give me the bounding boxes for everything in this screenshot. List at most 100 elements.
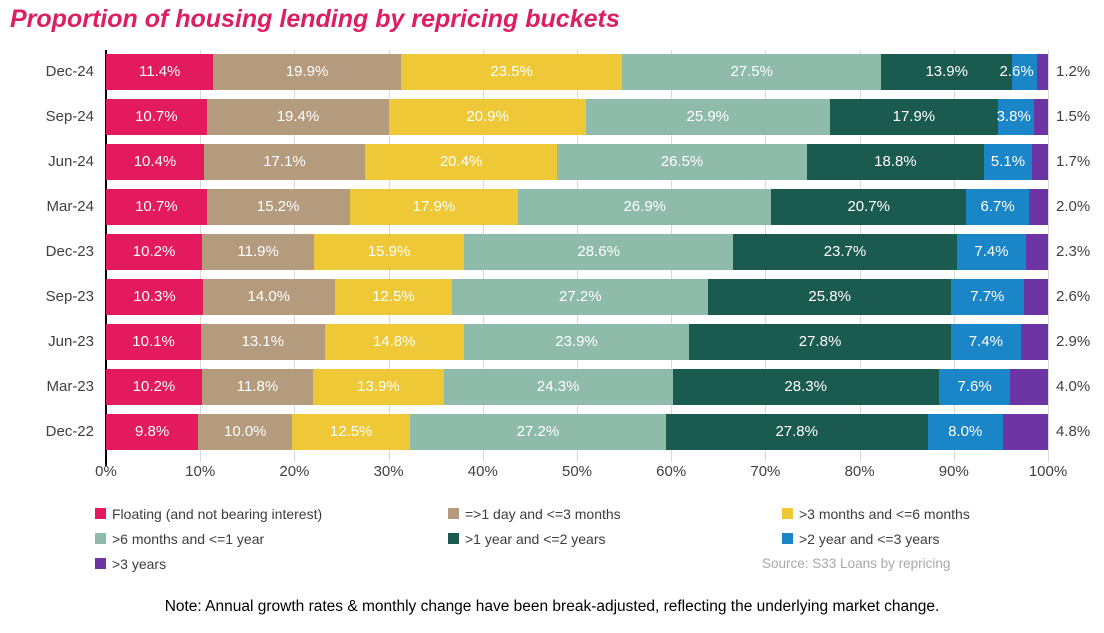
bar-value-label: 28.3% bbox=[784, 378, 827, 395]
bar-value-label: 20.9% bbox=[466, 108, 509, 125]
bar-value-label: 10.7% bbox=[135, 108, 178, 125]
bar-value-label: 27.5% bbox=[730, 63, 773, 80]
bar-segment: 17.1% bbox=[203, 144, 366, 180]
bar-segment: 20.4% bbox=[365, 144, 558, 180]
x-axis-tick-label: 70% bbox=[750, 463, 781, 480]
bar-segment: 17.9% bbox=[349, 189, 519, 225]
bar-segment: 27.2% bbox=[452, 279, 709, 315]
bar-segment: 7.4% bbox=[950, 324, 1021, 360]
bar-segment: 28.3% bbox=[672, 369, 939, 405]
bar-value-label: 17.9% bbox=[412, 198, 456, 215]
legend-item: >3 years bbox=[95, 556, 448, 572]
bar-segment: 23.9% bbox=[463, 324, 690, 360]
bar-segment: 27.5% bbox=[622, 54, 882, 90]
bar-row: 10.1% 13.1% 14.8% 23.9% 27.8% 7.4% bbox=[106, 324, 1048, 360]
bar-segment: 11.9% bbox=[202, 234, 315, 270]
bar-segment: 10.3% bbox=[106, 279, 203, 315]
bar-segment: 23.5% bbox=[400, 54, 623, 90]
bar-value-label: 15.2% bbox=[256, 198, 300, 215]
bar-row: 10.4% 17.1% 20.4% 26.5% 18.8% 5.1% bbox=[106, 144, 1048, 180]
bar-value-label: 27.8% bbox=[775, 423, 818, 440]
bar-segment: 10.7% bbox=[106, 99, 207, 135]
bar-row: 10.3% 14.0% 12.5% 27.2% 25.8% 7.7% bbox=[106, 279, 1048, 315]
legend-swatch bbox=[95, 508, 106, 519]
bar-segment: 19.9% bbox=[213, 54, 401, 90]
y-axis-category-label: Mar-24 bbox=[46, 198, 94, 215]
legend-item: >1 year and <=2 years bbox=[448, 531, 782, 547]
bar-value-label: 7.4% bbox=[968, 333, 1003, 350]
bar-segment bbox=[1033, 99, 1048, 135]
bar-value-label: 10.2% bbox=[132, 378, 176, 395]
y-axis-category-label: Jun-23 bbox=[48, 333, 94, 350]
x-axis-tick-label: 100% bbox=[1028, 463, 1068, 480]
bar-value-label: 10.4% bbox=[133, 153, 177, 170]
bar-row: 9.8% 10.0% 12.5% 27.2% 27.8% 8.0% bbox=[106, 414, 1048, 450]
bar-row: 10.2% 11.8% 13.9% 24.3% 28.3% 7.6% bbox=[106, 369, 1048, 405]
legend-label: =>1 day and <=3 months bbox=[465, 505, 621, 522]
bar-value-label: 7.6% bbox=[957, 378, 992, 395]
legend-item: >3 months and <=6 months bbox=[782, 506, 1075, 522]
bar-segment: 10.4% bbox=[106, 144, 204, 180]
bar-value-label-outside: 1.5% bbox=[1056, 108, 1091, 125]
legend-label: >3 months and <=6 months bbox=[799, 505, 970, 522]
bar-value-label: 15.9% bbox=[367, 243, 411, 260]
x-axis-tick-label: 20% bbox=[279, 463, 310, 480]
y-axis-category-label: Sep-23 bbox=[45, 288, 94, 305]
bar-value-label: 25.8% bbox=[808, 288, 851, 305]
legend-swatch bbox=[782, 533, 793, 544]
legend: Floating (and not bearing interest) =>1 d… bbox=[95, 501, 1075, 576]
x-axis-tick-label: 80% bbox=[844, 463, 875, 480]
bar-segment: 10.1% bbox=[106, 324, 202, 360]
bar-segment bbox=[1029, 189, 1048, 225]
bar-value-label-outside: 1.2% bbox=[1056, 63, 1091, 80]
bar-segment: 12.5% bbox=[292, 414, 410, 450]
bar-segment: 23.7% bbox=[733, 234, 957, 270]
legend-item: Floating (and not bearing interest) bbox=[95, 506, 448, 522]
bar-segment: 19.4% bbox=[206, 99, 390, 135]
bar-value-label: 5.1% bbox=[990, 153, 1026, 170]
bar-value-label: 17.9% bbox=[892, 108, 936, 125]
bar-segment: 8.0% bbox=[927, 414, 1003, 450]
legend-swatch bbox=[782, 508, 793, 519]
bar-segment: 24.3% bbox=[443, 369, 673, 405]
bar-segment: 2.6% bbox=[999, 54, 1037, 90]
bar-segment: 13.9% bbox=[313, 369, 444, 405]
bar-value-label: 28.6% bbox=[577, 243, 620, 260]
bar-value-label: 18.8% bbox=[874, 153, 917, 170]
x-axis-tick-label: 40% bbox=[467, 463, 498, 480]
bar-value-label: 27.8% bbox=[798, 333, 842, 350]
bar-row: 10.2% 11.9% 15.9% 28.6% 23.7% 7.4% bbox=[106, 234, 1048, 270]
bar-row: 10.7% 15.2% 17.9% 26.9% 20.7% 6.7% bbox=[106, 189, 1048, 225]
bar-value-label-outside: 2.6% bbox=[1056, 288, 1091, 305]
bar-segment: 13.9% bbox=[881, 54, 1013, 90]
bar-value-label: 10.0% bbox=[223, 423, 267, 440]
bar-value-label: 23.9% bbox=[555, 333, 598, 350]
bar-segment: 27.2% bbox=[409, 414, 666, 450]
bar-segment: 10.2% bbox=[106, 234, 203, 270]
gridline bbox=[1048, 50, 1049, 462]
note-text: Note: Annual growth rates & monthly chan… bbox=[164, 598, 940, 615]
bar-segment: 18.8% bbox=[806, 144, 984, 180]
x-axis-tick-label: 10% bbox=[185, 463, 216, 480]
bar-value-label: 2.6% bbox=[999, 63, 1034, 80]
bar-value-label: 19.9% bbox=[285, 63, 329, 80]
bar-segment: 14.0% bbox=[202, 279, 335, 315]
bar-segment: 26.5% bbox=[557, 144, 807, 180]
bar-segment: 15.9% bbox=[314, 234, 464, 270]
bar-segment bbox=[1023, 279, 1048, 315]
bar-value-label: 12.5% bbox=[372, 288, 415, 305]
bar-segment: 10.0% bbox=[198, 414, 293, 450]
bar-value-label: 7.7% bbox=[970, 288, 1005, 305]
bar-segment: 25.8% bbox=[708, 279, 952, 315]
bar-value-label-outside: 2.3% bbox=[1056, 243, 1091, 260]
bar-value-label: 6.7% bbox=[980, 198, 1015, 215]
bar-segment bbox=[1010, 369, 1048, 405]
bar-row: 11.4% 19.9% 23.5% 27.5% 13.9% 2.6% bbox=[106, 54, 1048, 90]
source-text: Source: S33 Loans by repricing bbox=[762, 556, 951, 571]
y-axis-category-label: Dec-22 bbox=[45, 423, 94, 440]
bar-segment bbox=[1031, 144, 1048, 180]
bar-segment: 26.9% bbox=[518, 189, 772, 225]
bar-segment bbox=[1002, 414, 1048, 450]
bar-segment: 11.4% bbox=[106, 54, 214, 90]
legend-label: >6 months and <=1 year bbox=[112, 530, 265, 547]
